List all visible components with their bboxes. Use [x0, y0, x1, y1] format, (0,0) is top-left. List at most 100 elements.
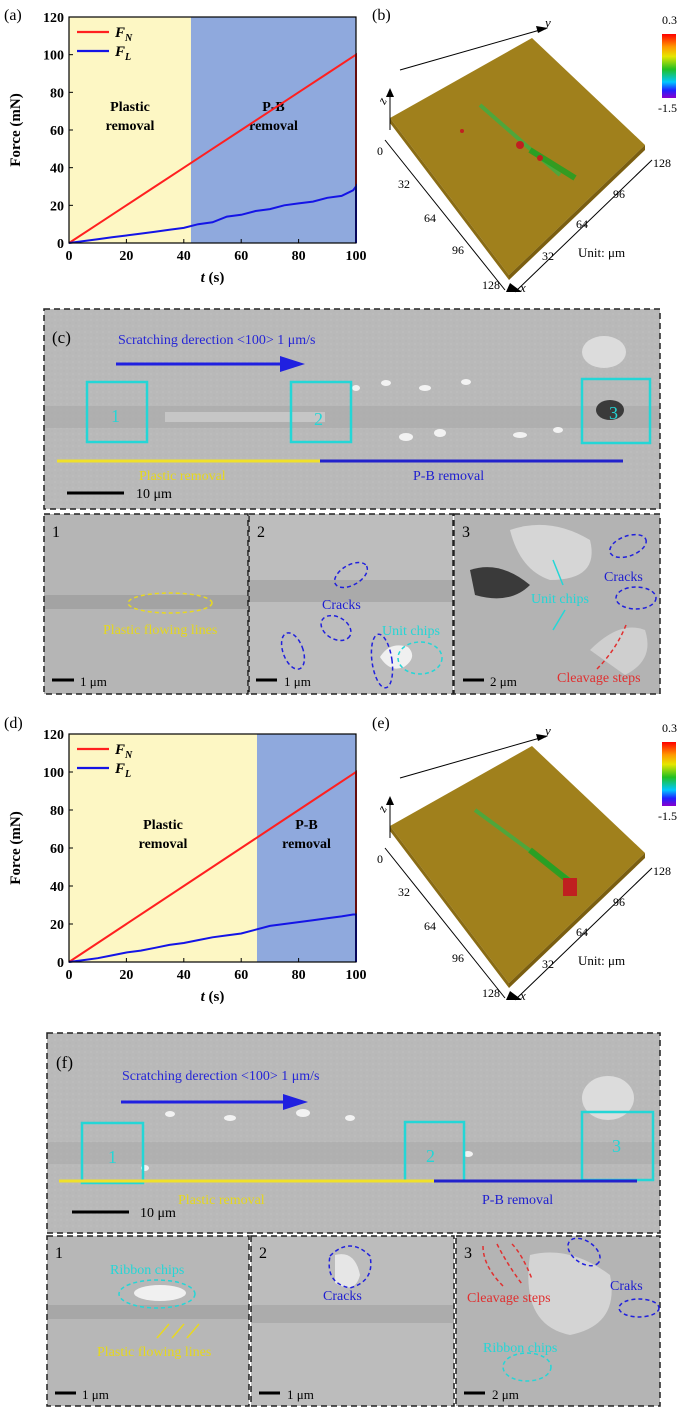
x-tick-label: 80 [292, 249, 306, 264]
colorbar-e [662, 742, 676, 806]
region-label: removal [139, 837, 188, 852]
axis-z-arrow-e [386, 796, 394, 805]
x-axis-label: t (s) [201, 989, 225, 1005]
pb-label-c: P-B removal [413, 469, 484, 484]
y-tick-label: 80 [50, 804, 64, 819]
marker-ellipse [118, 1279, 196, 1309]
tick-right-e: 32 [542, 957, 554, 971]
inset-c-2: 2 Cracks Unit chips 1 μm [248, 513, 454, 695]
tick-left-b: 0 [377, 144, 383, 158]
marker-ellipse [615, 586, 657, 610]
x-tick-label: 0 [66, 249, 73, 264]
colorbar-max-b: 0.3 [662, 13, 677, 27]
roi-box-c-3 [580, 377, 652, 445]
inset-label: Cracks [323, 1289, 362, 1304]
surface-edge-left-e [390, 826, 509, 988]
tick-left-b: 32 [398, 177, 410, 191]
inset-label: Cracks [322, 598, 361, 613]
sem-border-f [46, 1032, 661, 1234]
y-tick-label: 40 [50, 880, 64, 895]
series-line-f-l [68, 183, 357, 244]
inset-label: Plastic flowing lines [103, 623, 217, 638]
inset-number: 2 [259, 1245, 267, 1262]
tick-left-e: 64 [424, 919, 436, 933]
y-axis-label: Force (mN) [8, 93, 24, 166]
tick-right-b: 64 [576, 217, 588, 231]
debris-f [141, 1076, 634, 1171]
inset-label: Ribbon chips [110, 1263, 184, 1278]
inset-number: 2 [257, 524, 265, 541]
inset-label: Craks [610, 1279, 643, 1294]
direction-arrowhead-f [283, 1094, 308, 1110]
inset-label: Cleavage steps [557, 671, 641, 686]
tick-right-e: 96 [613, 895, 625, 909]
scratch-track-f [47, 1142, 660, 1164]
scale-label: 1 μm [80, 674, 107, 689]
y-tick-label: 40 [50, 162, 64, 177]
plot-area-d: Plastic removal P-B removal 0 20 40 60 80 100 0 20 4… [8, 728, 367, 1005]
pb-label-f: P-B removal [482, 1193, 553, 1208]
surface-edge-left-b [390, 118, 509, 280]
sem-panel-c: (c) Scratching derection <100> 1 μm/s 1 … [43, 308, 661, 695]
panel-label-e: (e) [372, 715, 390, 732]
colorbar-min-b: -1.5 [658, 101, 677, 115]
tick-left-e: 96 [452, 951, 464, 965]
roi-number-c: 2 [314, 409, 323, 429]
series-line-f-n [68, 52, 357, 244]
legend-label: FN [114, 742, 133, 761]
panel-label-d: (d) [4, 715, 23, 732]
direction-arrowhead-c [280, 356, 305, 372]
tick-left-b: 128 [482, 278, 500, 292]
direction-text-f: Scratching derection <100> 1 μm/s [122, 1069, 319, 1084]
colorbar-b [662, 34, 676, 98]
inset-label: Plastic flowing lines [97, 1345, 211, 1360]
scale-label: 1 μm [284, 674, 311, 689]
x-axis-label: t (s) [201, 270, 225, 286]
region-plastic [69, 734, 257, 962]
y-axis-label: Force (mN) [8, 811, 24, 884]
axis-y-arrow-b [536, 26, 548, 33]
marker-ellipse [567, 1237, 601, 1267]
y-tick-label: 120 [43, 728, 64, 743]
axis-z-arrow-b [386, 88, 394, 97]
sem-panel-f: (f) Scratching derection <100> 1 μm/s 1 … [46, 1032, 661, 1407]
axis-y-label-e: y [543, 723, 551, 738]
y-tick-label: 0 [57, 237, 64, 252]
tick-left-e: 32 [398, 885, 410, 899]
y-tick-label: 80 [50, 86, 64, 101]
scale-label: 2 μm [490, 674, 517, 689]
region-plastic [69, 17, 191, 243]
pileup-marker-e [563, 878, 577, 896]
x-tick-label: 20 [119, 968, 133, 983]
pileup-marker-b [460, 129, 464, 133]
tick-left-e: 128 [482, 986, 500, 1000]
y-tick-label: 100 [43, 766, 64, 781]
inset-f-1: 1 Ribbon chips Plastic flowing lines 1 μ… [46, 1235, 250, 1407]
region-pb [190, 17, 356, 243]
tick-right-e: 64 [576, 925, 588, 939]
x-tick-label: 40 [177, 249, 191, 264]
inset-number: 1 [55, 1245, 63, 1262]
scale-label: 2 μm [492, 1387, 519, 1402]
marker-ellipse [333, 561, 369, 589]
surface-edge-right-e [509, 853, 645, 988]
inset-number: 1 [52, 524, 60, 541]
region-label: removal [106, 119, 155, 134]
region-label: removal [249, 119, 298, 134]
surface-edge-right-b [509, 145, 645, 280]
y-tick-label: 20 [50, 199, 64, 214]
roi-number-f: 3 [612, 1136, 621, 1156]
unit-label-b: Unit: μm [578, 245, 625, 260]
marker-ellipse [370, 633, 394, 689]
inset-c-3: 3 Unit chips Cracks Cleavage steps 2 μm [453, 513, 661, 695]
axis-y-label-b: y [543, 15, 551, 30]
panel-label-f: (f) [56, 1053, 73, 1072]
axis-x-label-b: x [519, 280, 526, 295]
scratch-groove-deep-e [528, 847, 572, 885]
sem-image-f [47, 1033, 660, 1233]
roi-box-c-2 [289, 380, 353, 444]
panel-label-c: (c) [52, 328, 71, 347]
flow-band-c [165, 412, 325, 422]
marker-ellipse [127, 592, 213, 614]
